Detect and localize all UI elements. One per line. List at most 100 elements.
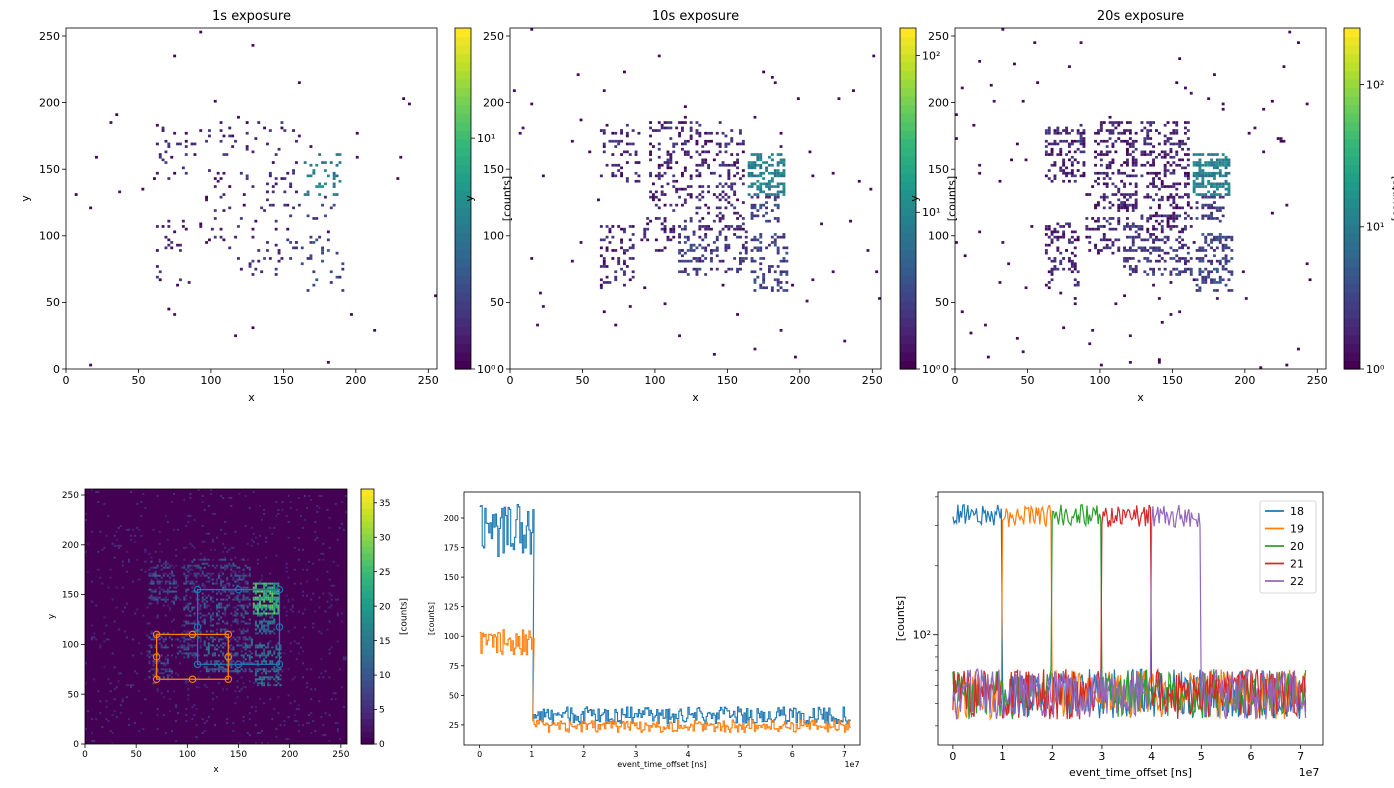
heatmap-cell bbox=[232, 546, 235, 549]
heatmap-cell bbox=[1163, 267, 1167, 271]
heatmap-cell bbox=[158, 642, 161, 645]
heatmap-cell bbox=[1155, 174, 1158, 178]
heatmap-cell bbox=[634, 171, 638, 175]
heatmap-cell bbox=[203, 594, 206, 597]
heatmap-cell bbox=[154, 670, 157, 673]
heatmap-cell bbox=[238, 576, 241, 579]
heatmap-cell bbox=[1152, 185, 1155, 188]
heatmap-cell bbox=[1172, 219, 1176, 223]
heatmap-cell bbox=[1172, 195, 1176, 199]
heatmap-cell bbox=[277, 682, 280, 685]
chart-title: 10s exposure bbox=[652, 9, 739, 24]
heatmap-cell bbox=[1207, 161, 1211, 164]
heatmap-cell bbox=[156, 600, 159, 603]
heatmap-cell bbox=[181, 624, 184, 627]
heatmap-cell bbox=[1166, 121, 1170, 124]
heatmap-cell bbox=[782, 259, 786, 263]
heatmap-cell bbox=[762, 257, 766, 260]
heatmap-cell bbox=[707, 163, 710, 167]
heatmap-cell bbox=[326, 361, 330, 364]
heatmap-cell bbox=[109, 730, 112, 733]
heatmap-cell bbox=[1166, 222, 1170, 226]
heatmap-cell bbox=[259, 504, 261, 507]
heatmap-cell bbox=[1244, 297, 1248, 300]
colorbar-segment bbox=[900, 164, 916, 174]
heatmap-cell bbox=[173, 578, 175, 581]
heatmap-cell bbox=[652, 193, 655, 196]
heatmap-cell bbox=[164, 582, 167, 585]
heatmap-cell bbox=[782, 233, 786, 236]
heatmap-cell bbox=[678, 195, 681, 199]
heatmap-cell bbox=[750, 217, 754, 220]
heatmap-cell bbox=[683, 115, 687, 119]
heatmap-cell bbox=[1172, 217, 1176, 220]
heatmap-cell bbox=[154, 682, 157, 685]
heatmap-cell bbox=[312, 270, 316, 274]
heatmap-cell bbox=[175, 704, 178, 707]
heatmap-cell bbox=[1070, 265, 1074, 268]
heatmap-cell bbox=[1047, 153, 1051, 156]
heatmap-cell bbox=[201, 592, 204, 595]
heatmap-cell bbox=[256, 664, 259, 667]
heatmap-cell bbox=[666, 235, 670, 239]
heatmap-cell bbox=[718, 211, 722, 215]
heatmap-cell bbox=[1227, 278, 1231, 282]
heatmap-cell bbox=[117, 672, 120, 675]
heatmap-cell bbox=[211, 612, 214, 615]
heatmap-cell bbox=[747, 163, 751, 167]
heatmap-cell bbox=[1155, 259, 1158, 263]
heatmap-cell bbox=[1195, 163, 1199, 167]
heatmap-cell bbox=[649, 219, 652, 223]
heatmap-cell bbox=[269, 662, 272, 665]
heatmap-cell bbox=[707, 190, 710, 194]
heatmap-cell bbox=[246, 696, 249, 699]
heatmap-cell bbox=[1024, 286, 1028, 290]
heatmap-cell bbox=[1213, 206, 1216, 210]
heatmap-cell bbox=[1172, 225, 1176, 228]
heatmap-cell bbox=[306, 190, 310, 194]
heatmap-cell bbox=[1172, 121, 1176, 124]
heatmap-cell bbox=[1053, 163, 1057, 167]
y-tick-label: 200 bbox=[39, 96, 60, 109]
heatmap-cell bbox=[156, 596, 159, 599]
heatmap-cell bbox=[1166, 198, 1170, 202]
colorbar-segment bbox=[361, 610, 374, 618]
heatmap-cell bbox=[162, 572, 165, 575]
heatmap-cell bbox=[259, 732, 261, 734]
heatmap-cell bbox=[701, 238, 705, 242]
heatmap-cell bbox=[271, 614, 274, 617]
heatmap-cell bbox=[1131, 158, 1135, 162]
heatmap-cell bbox=[1140, 246, 1144, 250]
heatmap-cell bbox=[115, 530, 118, 533]
heatmap-cell bbox=[107, 720, 110, 723]
heatmap-cell bbox=[275, 674, 278, 677]
heatmap-cell bbox=[216, 604, 218, 607]
heatmap-cell bbox=[185, 546, 188, 549]
heatmap-cell bbox=[171, 590, 173, 593]
heatmap-cell bbox=[611, 163, 615, 167]
heatmap-cell bbox=[218, 638, 220, 641]
heatmap-cell bbox=[224, 532, 227, 535]
heatmap-cell bbox=[234, 572, 237, 575]
heatmap-cell bbox=[193, 546, 196, 549]
heatmap-cell bbox=[1230, 238, 1234, 242]
heatmap-cell bbox=[1215, 182, 1219, 186]
heatmap-cell bbox=[185, 680, 188, 683]
heatmap-cell bbox=[252, 606, 255, 609]
heatmap-cell bbox=[205, 574, 208, 577]
heatmap-cell bbox=[741, 246, 745, 250]
colorbar-segment bbox=[455, 198, 471, 208]
heatmap-cell bbox=[1270, 211, 1274, 215]
heatmap-cell bbox=[256, 542, 259, 545]
heatmap-cell bbox=[1175, 206, 1179, 210]
heatmap-cell bbox=[692, 267, 696, 271]
heatmap-cell bbox=[244, 612, 247, 615]
heatmap-cell bbox=[782, 270, 786, 274]
heatmap-cell bbox=[195, 566, 198, 569]
heatmap-cell bbox=[299, 514, 302, 517]
heatmap-cell bbox=[686, 153, 690, 156]
heatmap-cell bbox=[1149, 150, 1153, 154]
heatmap-cell bbox=[271, 532, 274, 535]
